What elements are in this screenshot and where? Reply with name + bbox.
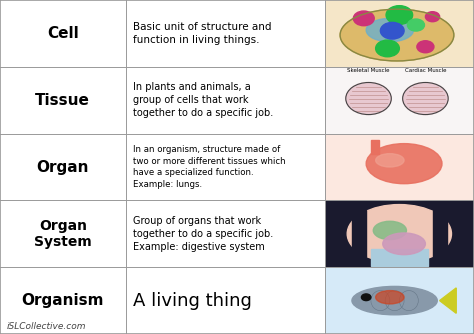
Text: Group of organs that work
together to do a specific job.
Example: digestive syst: Group of organs that work together to do… [133,216,273,252]
Polygon shape [439,288,456,313]
Ellipse shape [340,9,454,61]
Circle shape [417,41,434,53]
Ellipse shape [383,233,426,255]
Text: Skeletal Muscle: Skeletal Muscle [347,68,390,73]
Ellipse shape [352,287,437,315]
Ellipse shape [366,144,442,184]
Bar [371,140,379,154]
Ellipse shape [375,291,404,304]
Circle shape [353,11,374,26]
Circle shape [346,82,392,115]
Bar [325,200,474,267]
Ellipse shape [374,221,406,240]
Ellipse shape [347,204,451,263]
Bar [0,200,474,267]
Circle shape [361,294,371,301]
Text: iSLCollective.com: iSLCollective.com [7,322,87,331]
Text: Tissue: Tissue [36,93,90,108]
Text: Organ: Organ [36,160,89,174]
Circle shape [402,82,448,115]
Bar [432,210,447,257]
Text: A living thing: A living thing [133,292,252,310]
Circle shape [386,6,412,24]
Bar [352,210,366,257]
Bar [0,267,474,334]
Circle shape [407,19,424,31]
Text: Cardiac Muscle: Cardiac Muscle [405,68,446,73]
Bar [325,67,474,134]
Bar [0,67,474,134]
Bar [0,0,474,67]
Text: Organism: Organism [21,293,104,308]
Text: In an organism, structure made of
two or more different tissues which
have a spe: In an organism, structure made of two or… [133,145,285,189]
Bar [371,249,428,266]
Ellipse shape [366,18,413,42]
Text: Basic unit of structure and
function in living things.: Basic unit of structure and function in … [133,22,271,45]
Bar [325,0,474,67]
Text: Cell: Cell [47,26,79,41]
Text: In plants and animals, a
group of cells that work
together to do a specific job.: In plants and animals, a group of cells … [133,82,273,118]
Bar [325,134,474,200]
Circle shape [426,12,440,22]
Circle shape [380,22,404,39]
Bar [325,267,474,334]
Circle shape [375,40,399,57]
Bar [0,134,474,200]
Text: Organ
System: Organ System [34,219,91,249]
Ellipse shape [375,154,404,167]
